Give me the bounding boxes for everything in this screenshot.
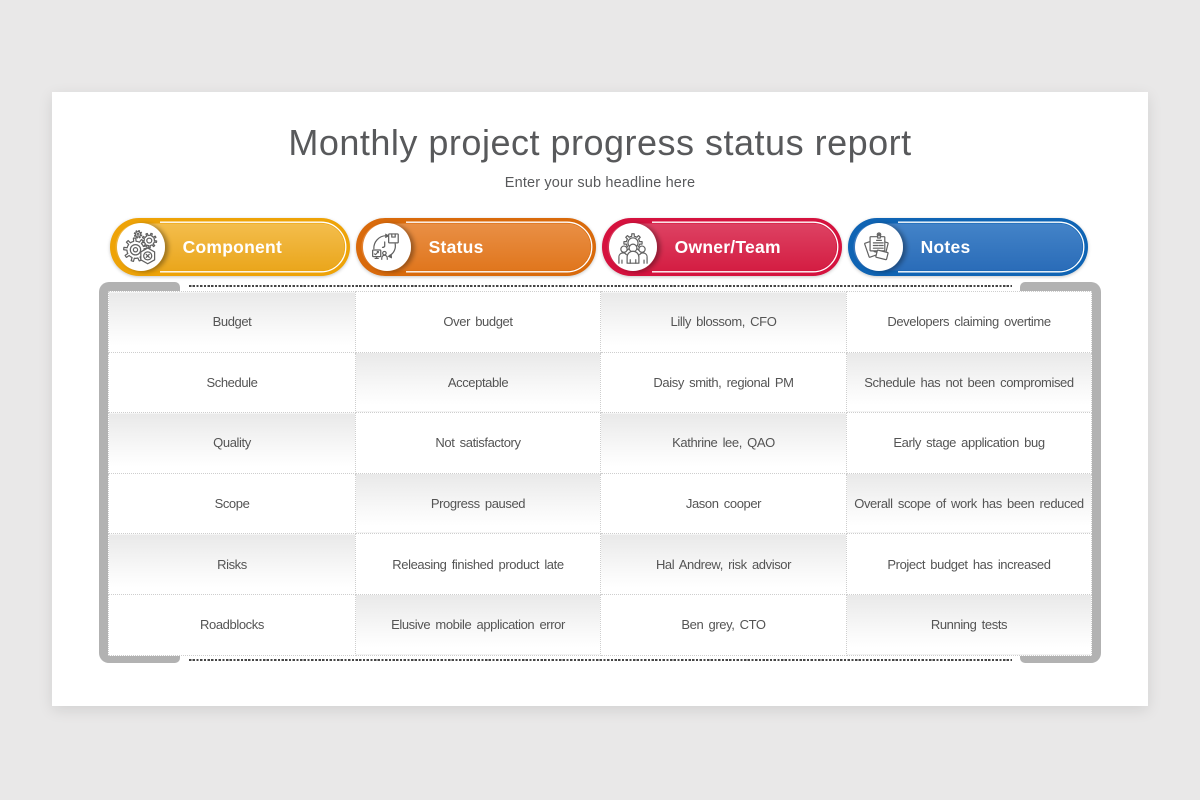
- svg-text:Owner/Team: Owner/Team: [675, 237, 781, 257]
- svg-text:Component: Component: [183, 237, 282, 257]
- svg-text:Notes: Notes: [921, 237, 971, 257]
- svg-text:Status: Status: [429, 237, 484, 257]
